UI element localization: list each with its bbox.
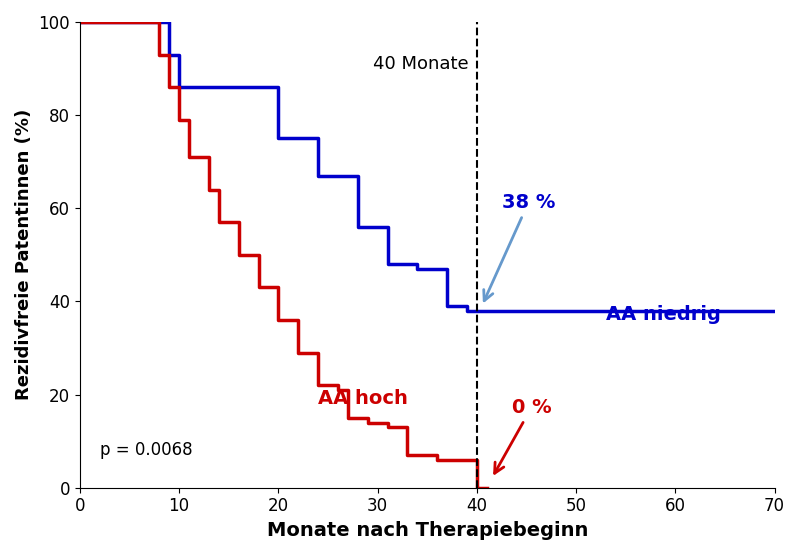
Y-axis label: Rezidivfreie Patentinnen (%): Rezidivfreie Patentinnen (%)	[15, 109, 33, 401]
Text: 40 Monate: 40 Monate	[373, 54, 468, 73]
Text: AA hoch: AA hoch	[318, 389, 408, 408]
Text: 38 %: 38 %	[484, 193, 555, 301]
Text: p = 0.0068: p = 0.0068	[100, 441, 192, 459]
X-axis label: Monate nach Therapiebeginn: Monate nach Therapiebeginn	[266, 521, 588, 540]
Text: 0 %: 0 %	[494, 398, 551, 473]
Text: AA niedrig: AA niedrig	[606, 305, 721, 324]
